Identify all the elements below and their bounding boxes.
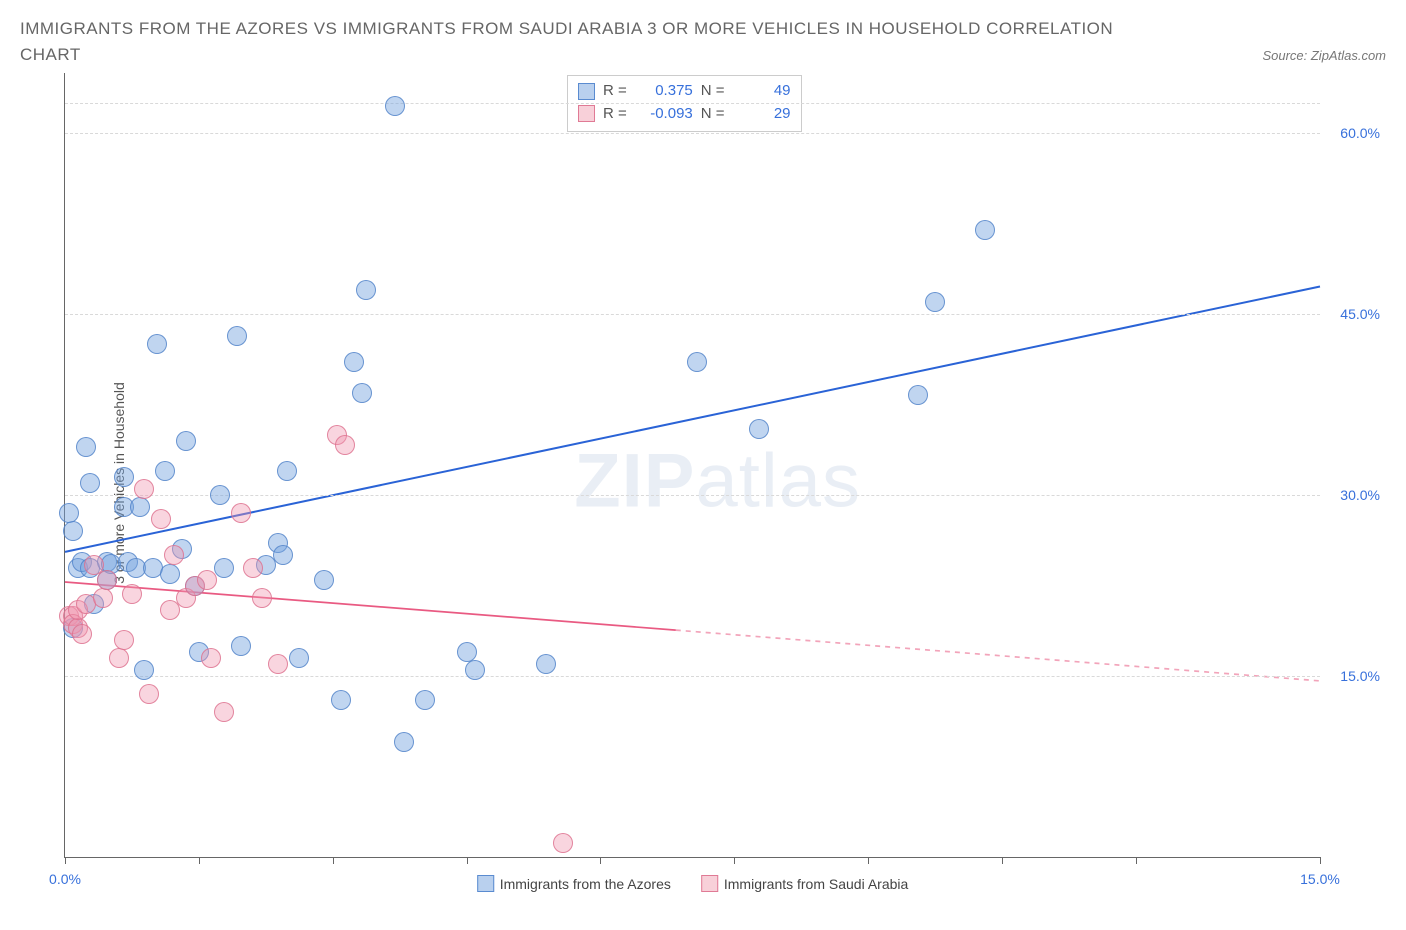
- data-point-azores: [134, 660, 154, 680]
- swatch-blue-icon: [477, 875, 494, 892]
- stats-row-saudi: R = -0.093 N = 29: [578, 103, 791, 126]
- r-value-azores: 0.375: [635, 80, 693, 103]
- x-tick: [600, 857, 601, 864]
- data-point-saudi: [151, 509, 171, 529]
- legend-item-azores: Immigrants from the Azores: [477, 875, 671, 892]
- data-point-azores: [147, 334, 167, 354]
- x-tick: [868, 857, 869, 864]
- data-point-azores: [80, 473, 100, 493]
- gridline: [65, 133, 1320, 134]
- data-point-saudi: [553, 833, 573, 853]
- data-point-saudi: [252, 588, 272, 608]
- data-point-azores: [214, 558, 234, 578]
- data-point-saudi: [214, 702, 234, 722]
- data-point-azores: [394, 732, 414, 752]
- y-tick-label: 15.0%: [1340, 668, 1380, 684]
- data-point-azores: [908, 385, 928, 405]
- y-tick-label: 45.0%: [1340, 306, 1380, 322]
- data-point-azores: [536, 654, 556, 674]
- data-point-azores: [210, 485, 230, 505]
- data-point-azores: [114, 467, 134, 487]
- watermark: ZIPatlas: [574, 437, 861, 524]
- data-point-azores: [227, 326, 247, 346]
- data-point-saudi: [335, 435, 355, 455]
- n-value-azores: 49: [733, 80, 791, 103]
- r-value-saudi: -0.093: [635, 103, 693, 126]
- data-point-saudi: [231, 503, 251, 523]
- data-point-azores: [687, 352, 707, 372]
- x-tick: [1002, 857, 1003, 864]
- data-point-saudi: [93, 588, 113, 608]
- swatch-pink-icon: [578, 105, 595, 122]
- data-point-saudi: [268, 654, 288, 674]
- trend-line-azores: [65, 286, 1320, 551]
- data-point-saudi: [97, 570, 117, 590]
- data-point-saudi: [164, 545, 184, 565]
- swatch-blue-icon: [578, 83, 595, 100]
- data-point-azores: [385, 96, 405, 116]
- data-point-azores: [415, 690, 435, 710]
- trend-line-saudi-dashed: [676, 630, 1320, 681]
- x-tick: [1136, 857, 1137, 864]
- data-point-azores: [331, 690, 351, 710]
- data-point-azores: [465, 660, 485, 680]
- data-point-saudi: [109, 648, 129, 668]
- data-point-saudi: [201, 648, 221, 668]
- trend-lines-layer: [65, 73, 1320, 857]
- data-point-saudi: [139, 684, 159, 704]
- gridline: [65, 495, 1320, 496]
- x-tick: [199, 857, 200, 864]
- data-point-saudi: [160, 600, 180, 620]
- data-point-saudi: [243, 558, 263, 578]
- data-point-azores: [277, 461, 297, 481]
- chart-header: IMMIGRANTS FROM THE AZORES VS IMMIGRANTS…: [20, 16, 1386, 67]
- x-tick: [65, 857, 66, 864]
- data-point-saudi: [197, 570, 217, 590]
- data-point-azores: [273, 545, 293, 565]
- x-tick: [467, 857, 468, 864]
- data-point-saudi: [134, 479, 154, 499]
- x-tick: [1320, 857, 1321, 864]
- x-tick: [333, 857, 334, 864]
- data-point-azores: [314, 570, 334, 590]
- n-value-saudi: 29: [733, 103, 791, 126]
- data-point-azores: [457, 642, 477, 662]
- data-point-azores: [344, 352, 364, 372]
- x-tick-label: 0.0%: [49, 871, 81, 887]
- data-point-azores: [59, 503, 79, 523]
- trend-line-saudi: [65, 582, 676, 630]
- chart-container: 3 or more Vehicles in Household ZIPatlas…: [20, 73, 1386, 893]
- data-point-azores: [356, 280, 376, 300]
- data-point-azores: [63, 521, 83, 541]
- gridline: [65, 676, 1320, 677]
- data-point-saudi: [122, 584, 142, 604]
- data-point-azores: [749, 419, 769, 439]
- chart-source: Source: ZipAtlas.com: [1262, 48, 1386, 67]
- data-point-saudi: [72, 624, 92, 644]
- stats-row-azores: R = 0.375 N = 49: [578, 80, 791, 103]
- data-point-azores: [975, 220, 995, 240]
- data-point-azores: [289, 648, 309, 668]
- data-point-azores: [925, 292, 945, 312]
- plot-area: ZIPatlas R = 0.375 N = 49 R = -0.093 N =…: [64, 73, 1320, 858]
- data-point-azores: [160, 564, 180, 584]
- swatch-pink-icon: [701, 875, 718, 892]
- data-point-azores: [352, 383, 372, 403]
- legend-item-saudi: Immigrants from Saudi Arabia: [701, 875, 908, 892]
- gridline: [65, 103, 1320, 104]
- data-point-saudi: [114, 630, 134, 650]
- data-point-azores: [176, 431, 196, 451]
- x-tick-label: 15.0%: [1300, 871, 1340, 887]
- data-point-azores: [155, 461, 175, 481]
- data-point-azores: [76, 437, 96, 457]
- chart-title: IMMIGRANTS FROM THE AZORES VS IMMIGRANTS…: [20, 16, 1140, 67]
- bottom-legend: Immigrants from the Azores Immigrants fr…: [477, 875, 909, 892]
- x-tick: [734, 857, 735, 864]
- y-tick-label: 60.0%: [1340, 125, 1380, 141]
- data-point-azores: [130, 497, 150, 517]
- data-point-azores: [231, 636, 251, 656]
- y-tick-label: 30.0%: [1340, 487, 1380, 503]
- gridline: [65, 314, 1320, 315]
